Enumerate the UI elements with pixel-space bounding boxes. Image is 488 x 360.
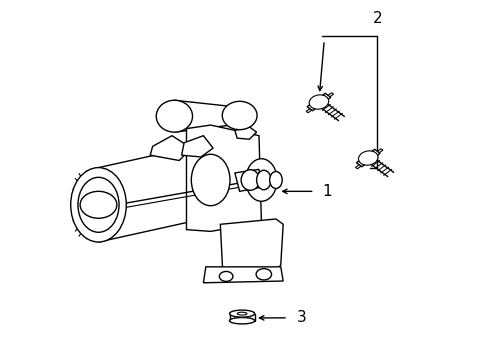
Polygon shape bbox=[150, 136, 191, 161]
Ellipse shape bbox=[245, 159, 277, 201]
Polygon shape bbox=[181, 136, 213, 157]
Polygon shape bbox=[234, 169, 261, 192]
Ellipse shape bbox=[237, 312, 246, 315]
Text: 1: 1 bbox=[321, 184, 331, 199]
Circle shape bbox=[256, 269, 271, 280]
Ellipse shape bbox=[241, 170, 259, 190]
Polygon shape bbox=[305, 93, 333, 113]
Ellipse shape bbox=[191, 154, 229, 206]
Ellipse shape bbox=[78, 177, 119, 232]
Polygon shape bbox=[203, 267, 283, 283]
Ellipse shape bbox=[269, 171, 282, 189]
Text: 3: 3 bbox=[296, 310, 306, 325]
Ellipse shape bbox=[308, 95, 328, 109]
Circle shape bbox=[219, 271, 232, 282]
Circle shape bbox=[80, 192, 117, 218]
Polygon shape bbox=[306, 93, 330, 111]
Ellipse shape bbox=[256, 170, 270, 190]
Polygon shape bbox=[355, 149, 382, 169]
Ellipse shape bbox=[222, 101, 257, 130]
Ellipse shape bbox=[358, 151, 377, 165]
Polygon shape bbox=[186, 125, 261, 231]
Polygon shape bbox=[220, 219, 283, 272]
Polygon shape bbox=[234, 127, 256, 139]
Ellipse shape bbox=[229, 310, 254, 317]
Ellipse shape bbox=[229, 318, 254, 324]
Ellipse shape bbox=[71, 168, 126, 242]
Ellipse shape bbox=[156, 100, 192, 132]
Text: 2: 2 bbox=[372, 11, 382, 26]
Polygon shape bbox=[356, 149, 379, 167]
